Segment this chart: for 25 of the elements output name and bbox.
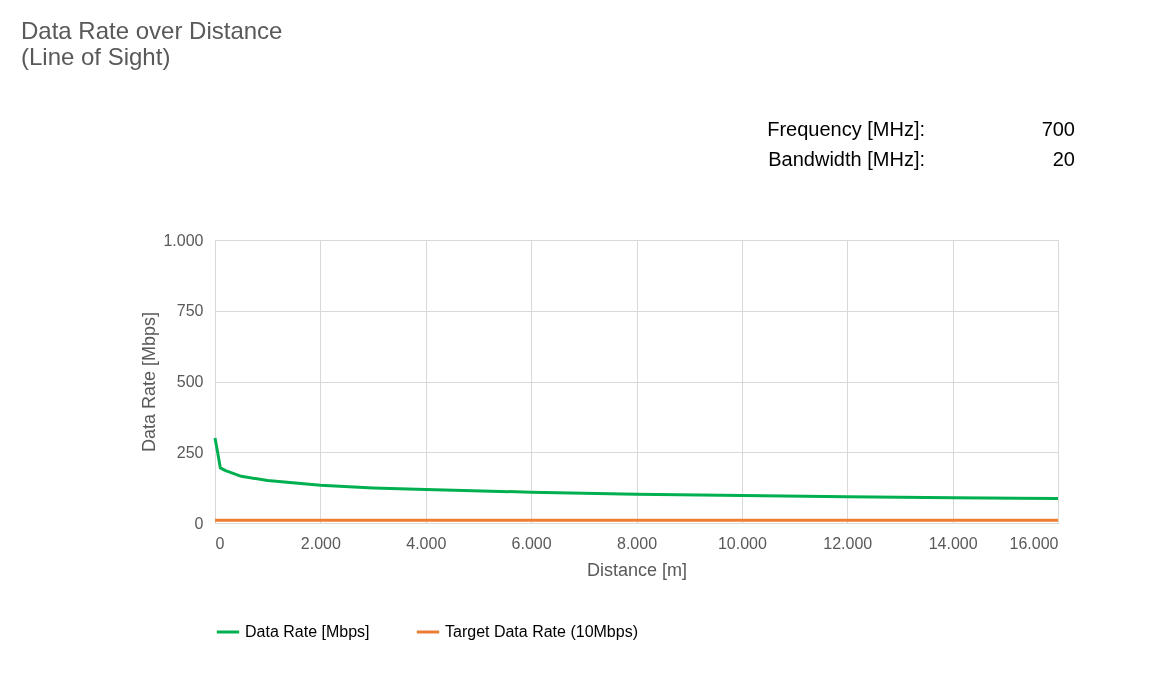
text: Data Rate over Distance xyxy=(20,17,283,44)
text: 20 xyxy=(1052,148,1075,170)
text: 700 xyxy=(1041,118,1075,140)
x-axis-title: Distance [m] xyxy=(586,559,688,580)
y-tick-label: 0 xyxy=(194,514,204,532)
x-tick-label: 12.000 xyxy=(823,534,873,552)
text: Bandwidth [MHz]: xyxy=(768,148,925,170)
y-tick-label: 500 xyxy=(176,373,204,390)
x-tick-label: 2.000 xyxy=(300,534,341,552)
x-tick-label: 8.000 xyxy=(616,534,658,552)
x-tick-label: 14.000 xyxy=(928,534,978,552)
line-series xyxy=(213,436,1060,500)
y-tick-label: 1.000 xyxy=(163,231,204,249)
x-tick-label: 0 xyxy=(215,534,225,552)
x-tick-label: 6.000 xyxy=(511,534,552,552)
y-axis-title: Data Rate [Mbps] xyxy=(139,311,160,453)
x-tick-label: 16.000 xyxy=(1009,534,1059,552)
y-tick-label: 750 xyxy=(176,302,204,320)
legend-label: Data Rate [Mbps] xyxy=(245,623,370,640)
x-tick-label: 10.000 xyxy=(717,534,767,552)
y-tick-label: 250 xyxy=(176,443,204,461)
text: (Line of Sight) xyxy=(20,43,171,70)
x-tick-label: 4.000 xyxy=(406,534,447,552)
text: Frequency [MHz]: xyxy=(767,118,925,140)
legend-label: Target Data Rate (10Mbps) xyxy=(445,623,638,640)
